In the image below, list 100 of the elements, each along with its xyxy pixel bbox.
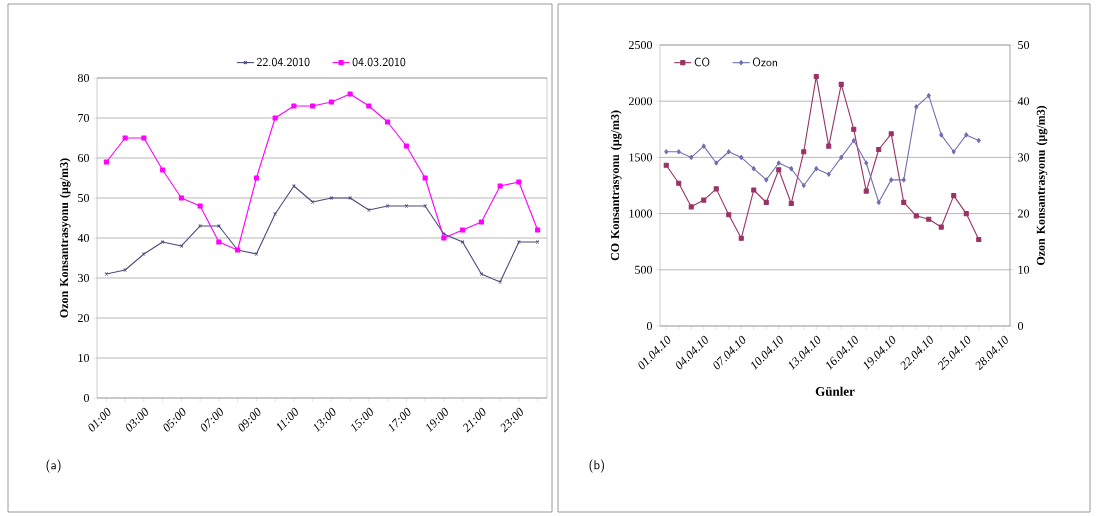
y2-tick-label: 30 [1018, 153, 1030, 162]
point [776, 160, 781, 166]
point [826, 171, 831, 177]
y2-tick-label: 20 [1018, 209, 1030, 218]
point [663, 162, 669, 168]
point [479, 272, 484, 276]
y-tick-label: 1500 [629, 153, 653, 162]
point [964, 132, 969, 138]
y-tick-label: 60 [78, 153, 90, 163]
point [404, 204, 409, 208]
point [329, 196, 334, 200]
point [347, 91, 353, 97]
point [801, 182, 806, 189]
point [926, 93, 931, 99]
point [216, 239, 222, 245]
point [726, 149, 731, 155]
point [272, 115, 278, 121]
point [876, 146, 882, 153]
point [901, 199, 907, 205]
point [789, 166, 794, 172]
point [864, 160, 869, 166]
point [328, 99, 334, 105]
point [497, 183, 503, 189]
point [403, 143, 409, 149]
point [535, 227, 541, 233]
point [726, 212, 732, 218]
point [739, 154, 744, 160]
y-tick-label: 2500 [629, 40, 653, 50]
y2-tick-label: 40 [1017, 97, 1030, 106]
point [826, 143, 832, 149]
y-tick-label: 1000 [629, 209, 653, 218]
y-tick-label: 10 [78, 353, 90, 363]
point [460, 227, 466, 233]
text: (a) [46, 459, 61, 473]
y2-tick-label: 50 [1018, 40, 1030, 50]
y-tick-label: 80 [77, 73, 90, 83]
point [876, 199, 881, 205]
y-axis-title: Ozon Konsantrasyonu (µg/m3) [59, 158, 71, 318]
point [764, 177, 769, 183]
point [839, 154, 844, 160]
legend-label: 22.04.2010 [256, 57, 310, 67]
point [310, 103, 316, 109]
legend-label: CO [694, 57, 710, 67]
y-tick-label: 50 [78, 193, 90, 203]
point [714, 160, 719, 166]
point [160, 167, 166, 173]
y-tick-label: 40 [77, 233, 90, 243]
point [664, 149, 669, 155]
point [516, 179, 522, 185]
point [913, 213, 919, 219]
point [939, 132, 944, 138]
point [851, 126, 857, 132]
point [914, 104, 919, 110]
y-tick-label: 20 [78, 313, 90, 323]
point [963, 211, 969, 217]
point [385, 204, 390, 208]
y2-axis-title: Ozon Konsantrasyonu (µg/m3) [1036, 105, 1048, 266]
point [141, 135, 147, 141]
point [676, 149, 681, 155]
y-tick-label: 2000 [629, 97, 653, 106]
point [478, 219, 484, 225]
point [814, 166, 819, 172]
point [689, 154, 694, 160]
y-tick-label: 30 [78, 273, 90, 283]
point [738, 235, 744, 241]
point [701, 143, 706, 149]
point [863, 188, 869, 194]
point [926, 216, 932, 222]
point [366, 103, 372, 109]
legend-label: 04.03.2010 [352, 57, 406, 67]
point [788, 200, 794, 207]
point [122, 135, 128, 141]
point [751, 187, 757, 193]
point [385, 119, 391, 125]
point [713, 186, 719, 192]
point [701, 197, 707, 203]
y-tick-label: 500 [635, 265, 653, 274]
point [813, 73, 819, 80]
point [291, 103, 297, 109]
point [976, 137, 981, 144]
point [197, 203, 203, 209]
point [776, 167, 782, 173]
text: (b) [589, 459, 604, 473]
x-axis-title: Günler [815, 386, 855, 396]
point [179, 244, 184, 248]
point [838, 81, 844, 87]
point [751, 166, 756, 172]
y2-tick-label: 0 [1017, 321, 1024, 331]
point [851, 137, 856, 144]
point [938, 224, 944, 230]
y-tick-label: 0 [83, 393, 90, 403]
y-axis-title: CO Konsantrasyonu (µg/m3) [610, 110, 622, 261]
legend-label: Ozon [752, 57, 777, 67]
point [103, 159, 109, 165]
y-tick-label: 0 [646, 321, 653, 331]
point [460, 240, 465, 244]
y-tick-label: 70 [78, 113, 90, 123]
point [253, 175, 259, 181]
point [763, 199, 769, 205]
point [889, 177, 894, 183]
